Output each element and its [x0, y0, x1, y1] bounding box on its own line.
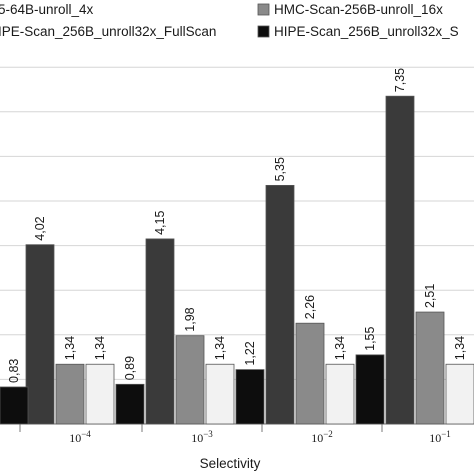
bar-2-1	[85, 363, 115, 425]
bar-1-4	[415, 311, 445, 425]
bar-0-4	[385, 95, 415, 425]
data-labels: 4,02 4,15 5,35 7,35 1,34 1,98 2,26 2,51 1,34 1,34…	[7, 68, 467, 383]
bar-3-2	[235, 369, 265, 425]
data-label: 7,35	[393, 68, 407, 92]
data-label: 1,34	[93, 336, 107, 360]
data-label: 1,34	[333, 336, 347, 360]
bar-2-3	[325, 363, 355, 425]
legend-entry: HIPE-Scan_256B_unroll32x_S	[274, 24, 459, 39]
grid-lines	[0, 66, 474, 380]
data-label: 0,89	[123, 356, 137, 380]
legend-entry: IPE-Scan_256B_unroll32x_FullScan	[0, 24, 216, 39]
data-label: 2,51	[423, 284, 437, 308]
legend-swatch	[257, 3, 270, 16]
bar-0-2	[145, 238, 175, 425]
bars	[0, 95, 474, 425]
x-tick-label: 10−3	[191, 429, 213, 445]
data-label: 1,34	[213, 336, 227, 360]
data-label: 5,35	[273, 157, 287, 181]
legend: 5-64B-unroll_4x HMC-Scan-256B-unroll_16x I…	[0, 2, 459, 39]
legend-swatch	[257, 25, 270, 38]
bar-3-0	[0, 386, 29, 425]
bar-2-4	[445, 363, 474, 425]
x-tick-label: 10−4	[69, 429, 91, 445]
x-axis-label: Selectivity	[200, 456, 261, 471]
bar-1-1	[55, 363, 85, 425]
data-label: 1,22	[243, 341, 257, 365]
bar-1-3	[295, 322, 325, 425]
bar-1-2	[175, 335, 205, 425]
x-tick-labels: 10−4 10−3 10−2 10−1	[69, 429, 451, 445]
x-tick-label: 10−1	[429, 429, 451, 445]
legend-entry: 5-64B-unroll_4x	[0, 2, 94, 17]
data-label: 2,26	[303, 295, 317, 319]
bar-2-2	[205, 363, 235, 425]
data-label: 4,15	[153, 211, 167, 235]
bar-0-1	[25, 244, 55, 425]
data-label: 1,55	[363, 326, 377, 350]
x-tick-label: 10−2	[311, 429, 333, 445]
data-label: 1,98	[183, 307, 197, 331]
data-label: 1,34	[63, 336, 77, 360]
legend-entry: HMC-Scan-256B-unroll_16x	[274, 2, 443, 17]
data-label: 0,83	[7, 359, 21, 383]
bar-3-1	[115, 383, 145, 425]
bar-0-3	[265, 184, 295, 425]
data-label: 4,02	[33, 216, 47, 240]
bar-3-3	[355, 354, 385, 425]
data-label: 1,34	[453, 336, 467, 360]
